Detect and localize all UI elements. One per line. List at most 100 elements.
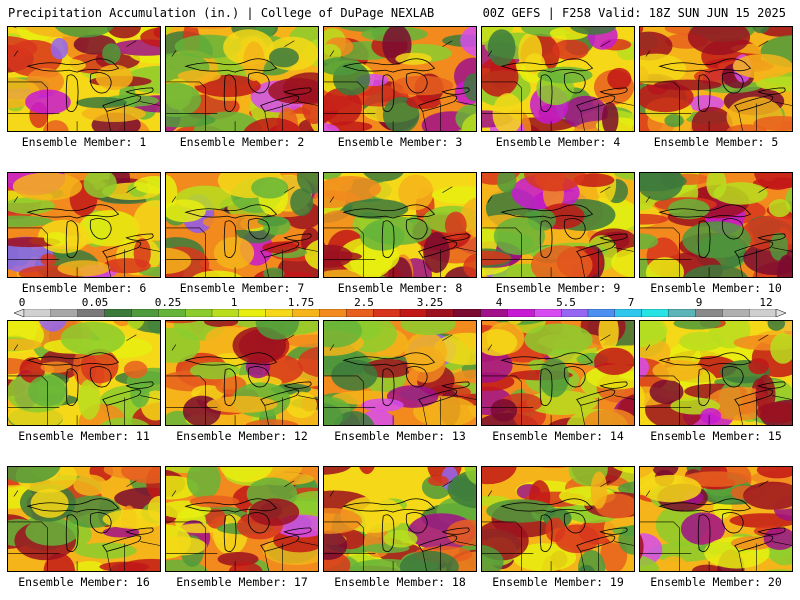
ensemble-member-label: Ensemble Member: 17 (176, 575, 308, 589)
precip-map-icon (166, 467, 318, 571)
precip-blob (769, 232, 788, 261)
ensemble-member-map (481, 172, 635, 278)
precip-map-icon (8, 467, 160, 571)
ensemble-member-map (7, 172, 161, 278)
colorbar-swatch (722, 309, 750, 317)
colorbar-swatch (695, 309, 723, 317)
great-lakes-outline (658, 352, 786, 407)
precip-blob (767, 321, 785, 331)
precip-map-icon (8, 321, 160, 425)
ensemble-member-map (481, 466, 635, 572)
precip-blob (753, 115, 792, 131)
precip-blob (81, 105, 146, 122)
state-border-lines (640, 186, 792, 277)
colorbar-tick-label: 7 (627, 296, 635, 309)
precip-blob (50, 37, 69, 60)
precip-blob (245, 419, 299, 425)
precip-map-icon (166, 321, 318, 425)
precip-blob (640, 53, 687, 85)
precip-blob (324, 87, 362, 126)
precip-map-icon (640, 467, 792, 571)
precip-map-icon (166, 173, 318, 277)
precip-blob (652, 359, 704, 382)
precip-blob (487, 29, 516, 67)
precip-blob (545, 517, 566, 542)
precip-blob (324, 122, 340, 131)
colorbar-bar (14, 309, 786, 317)
ensemble-member-map (7, 320, 161, 426)
precip-blob (452, 369, 476, 383)
precip-blob (756, 401, 792, 424)
precip-blob (512, 543, 577, 571)
ensemble-member-label: Ensemble Member: 16 (18, 575, 150, 589)
precip-blob (205, 508, 227, 529)
precip-blob (640, 357, 649, 378)
state-border-lines (8, 480, 160, 571)
precip-blob (607, 67, 632, 90)
state-border-lines (482, 186, 634, 277)
precip-blob (126, 321, 145, 330)
great-lakes-outline (500, 58, 628, 113)
colorbar-swatch (23, 309, 52, 317)
precip-blob (658, 556, 690, 571)
precip-blob (73, 474, 108, 496)
precip-blob (493, 217, 545, 256)
precip-map-icon (482, 467, 634, 571)
precip-blob (12, 173, 83, 201)
precip-blob (25, 89, 71, 115)
great-lakes-outline (26, 58, 154, 113)
precip-blob (490, 399, 518, 422)
precip-blob (102, 509, 160, 529)
precip-blob (262, 241, 299, 254)
precip-blob (219, 467, 273, 483)
precip-map-icon (640, 27, 792, 131)
precip-map-icon (640, 321, 792, 425)
precip-blob (284, 334, 318, 348)
precip-blob (691, 106, 733, 131)
precip-blob (578, 564, 595, 571)
state-border-lines (166, 186, 318, 277)
precip-blob (539, 467, 569, 468)
great-lakes-outline (658, 498, 786, 553)
ensemble-member-label: Ensemble Member: 1 (21, 135, 147, 149)
precip-blob (594, 347, 634, 376)
precip-blob (768, 199, 791, 218)
precip-blob (54, 27, 115, 38)
ensemble-member-label: Ensemble Member: 11 (18, 429, 150, 443)
ensemble-member-label: Ensemble Member: 19 (492, 575, 624, 589)
precip-blob (679, 331, 724, 352)
precip-blob (640, 555, 660, 571)
precip-blob (539, 357, 569, 398)
precip-blob (8, 215, 53, 227)
colorbar-swatch (104, 309, 132, 317)
ensemble-member-map (481, 320, 635, 426)
precip-blob (618, 524, 634, 555)
state-border-lines (324, 334, 476, 425)
ensemble-member-map (639, 26, 793, 132)
state-border-lines (482, 40, 634, 131)
precip-blob (423, 231, 450, 273)
precip-blob (598, 321, 619, 352)
precip-blob (8, 197, 55, 215)
ensemble-member-map (481, 26, 635, 132)
ensemble-member-label: Ensemble Member: 18 (334, 575, 466, 589)
precip-blob (243, 41, 265, 82)
colorbar-swatch (50, 309, 79, 317)
precip-blob (359, 467, 375, 475)
precip-blob (730, 536, 774, 551)
precip-map-icon (8, 173, 160, 277)
colorbar-swatch (292, 309, 320, 317)
state-border-lines (482, 480, 634, 571)
colorbar-tick-label: 3.25 (416, 296, 444, 309)
precip-blob (166, 536, 207, 556)
precip-blob (570, 27, 617, 35)
great-lakes-outline (26, 352, 154, 407)
precip-blob (729, 513, 792, 528)
precip-blob (640, 27, 644, 34)
precip-blob (189, 362, 240, 380)
state-border-lines (8, 40, 160, 131)
precip-blob (324, 176, 382, 202)
colorbar-swatch (265, 309, 294, 317)
map-title: Precipitation Accumulation (in.) | Colle… (8, 6, 435, 20)
great-lakes-outline (184, 204, 312, 259)
